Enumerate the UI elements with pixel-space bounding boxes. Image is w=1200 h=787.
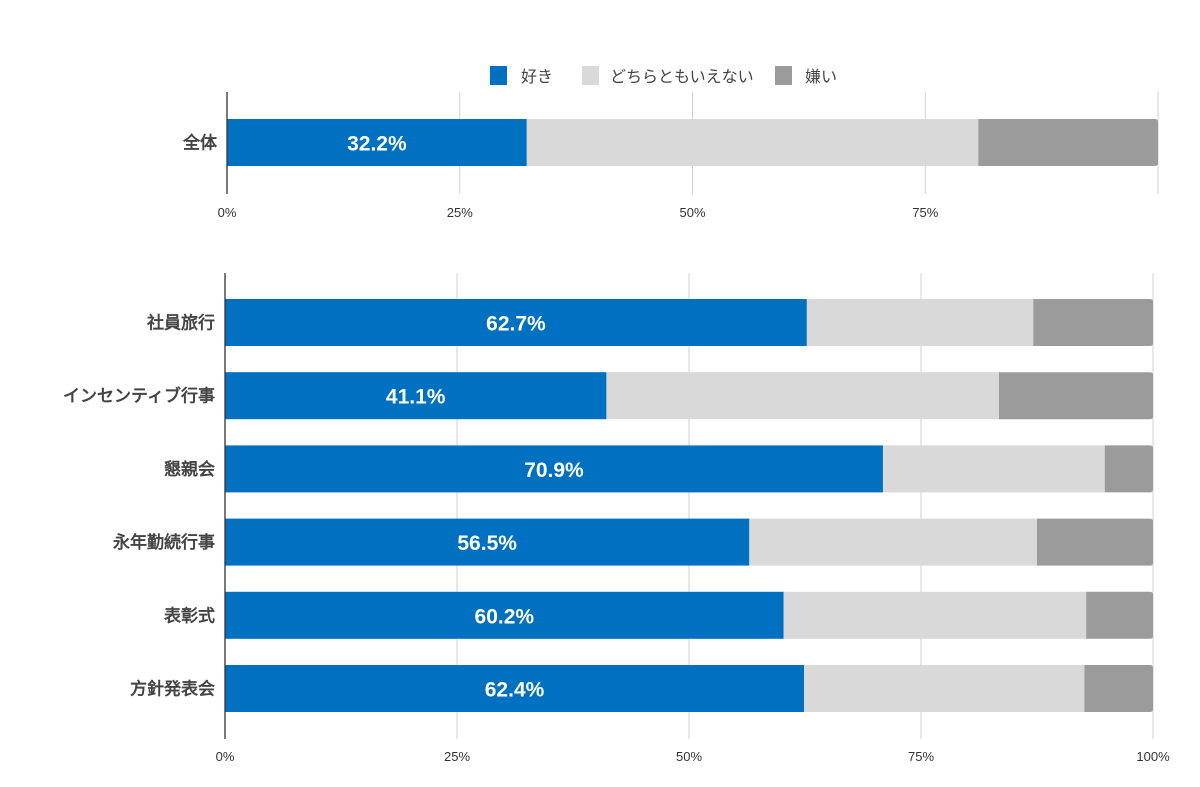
x-tick-label: 50% [679,205,705,220]
category-label: インセンティブ行事 [63,386,215,407]
category-label: 表彰式 [164,605,215,626]
x-tick-label: 100% [1136,749,1170,764]
category-label: 全体 [182,133,218,154]
bar-segment [978,119,1158,166]
bar-segment [1084,665,1153,712]
x-tick-label: 50% [676,749,702,764]
bar-segment [1037,518,1153,566]
bar-segment [882,445,1105,493]
bar-segment [225,299,807,346]
bar-segment [806,299,1034,346]
bar-segment [227,119,527,166]
bar-segment [225,665,805,712]
bar-segment [606,372,999,420]
data-label: 70.9% [524,459,584,482]
bar-segment [998,372,1153,420]
x-tick-label: 25% [447,205,473,220]
legend-swatch-dislike [775,66,792,85]
bar-segment [1086,591,1153,639]
bar-segment [749,518,1037,566]
x-tick-label: 25% [444,749,470,764]
category-label: 社員旅行 [146,313,215,334]
legend-swatch-like [490,66,507,85]
legend-label-like: 好き [521,67,553,86]
bar-segment [225,518,750,566]
data-label: 32.2% [347,133,407,156]
bar-segment [1033,299,1153,346]
legend: 好き どちらともいえない 嫌い [490,66,837,86]
bar-segment [225,372,607,420]
data-label: 62.4% [485,679,545,702]
data-label: 62.7% [486,313,546,336]
bar-segment [783,591,1087,639]
bar-segment [804,665,1085,712]
data-label: 56.5% [457,532,517,555]
bar-segment [1104,445,1153,493]
category-label: 懇親会 [164,459,215,480]
bar-segment [225,591,784,639]
x-tick-label: 0% [216,749,235,764]
data-label: 60.2% [475,605,535,628]
category-label: 方針発表会 [130,679,215,700]
bar-segment [225,445,883,493]
legend-swatch-neutral [582,66,599,85]
legend-label-dislike: 嫌い [805,67,837,86]
overall-chart: 0% 25% 50% 75% 32.2% 全体 [182,92,1159,220]
legend-label-neutral: どちらともいえない [610,67,754,86]
category-label: 永年勤続行事 [112,532,215,553]
x-tick-label: 0% [218,205,237,220]
x-tick-label: 75% [908,749,934,764]
by-event-chart: 0% 25% 50% 75% 100% 62.7% 社員旅行 41.1% インセンティブ行事 70… [63,273,1170,764]
bar-segment [526,119,979,166]
data-label: 41.1% [386,386,446,409]
x-tick-label: 75% [912,205,938,220]
